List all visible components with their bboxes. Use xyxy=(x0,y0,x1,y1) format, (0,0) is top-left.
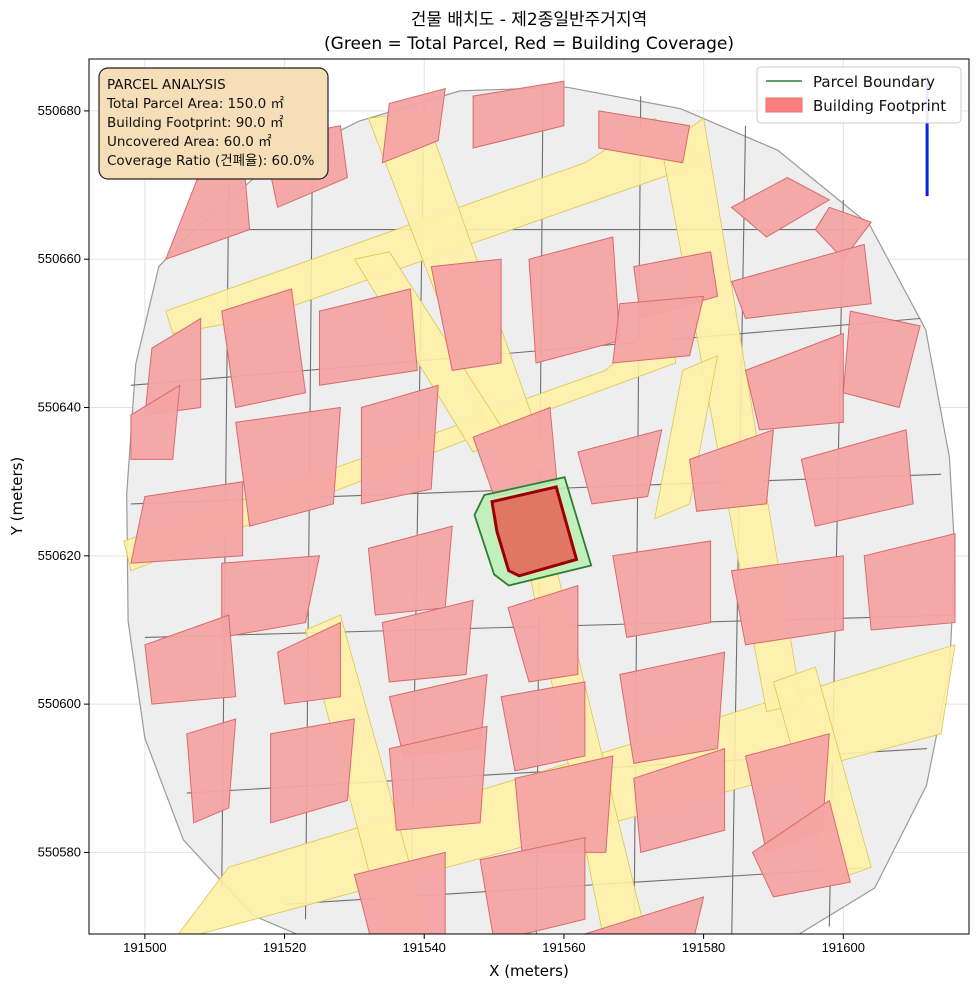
building-footprint xyxy=(612,295,705,364)
building-footprint xyxy=(598,110,691,164)
target-building xyxy=(490,485,579,578)
building-footprint xyxy=(130,481,244,564)
building-footprint xyxy=(430,258,502,371)
y-tick-label: 550580 xyxy=(38,844,81,859)
x-tick-label: 191520 xyxy=(263,940,306,955)
legend-label-building-footprint: Building Footprint xyxy=(813,97,946,115)
x-axis-label: X (meters) xyxy=(489,962,569,980)
building-footprint xyxy=(479,836,586,934)
building-footprint xyxy=(751,799,851,898)
x-tick-label: 191580 xyxy=(682,940,725,955)
building-footprint xyxy=(360,384,439,505)
info-box-title: PARCEL ANALYSIS xyxy=(107,77,226,93)
info-total-area: Total Parcel Area: 150.0 ㎡ xyxy=(106,96,284,112)
building-footprint xyxy=(144,317,202,416)
building-footprint xyxy=(319,288,418,386)
building-footprint xyxy=(235,406,341,527)
y-tick-label: 550680 xyxy=(38,103,81,118)
building-footprint xyxy=(863,532,956,631)
chart-subtitle: (Green = Total Parcel, Red = Building Co… xyxy=(324,34,734,54)
info-coverage-ratio: Coverage Ratio (건폐율): 60.0% xyxy=(107,153,315,169)
building-footprint xyxy=(353,851,446,934)
building-footprint xyxy=(472,80,565,149)
legend: Parcel Boundary Building Footprint xyxy=(756,66,962,124)
building-footprint xyxy=(507,584,579,683)
y-tick-label: 550600 xyxy=(38,696,81,711)
y-tick-label: 550620 xyxy=(38,548,81,563)
info-box-background xyxy=(98,67,329,180)
building-footprint xyxy=(130,384,181,460)
x-tick-label: 191560 xyxy=(542,940,585,955)
legend-swatch-building-footprint xyxy=(765,97,803,113)
info-uncovered-area: Uncovered Area: 60.0 ㎡ xyxy=(107,134,272,150)
y-tick-label: 550660 xyxy=(38,251,81,266)
building-footprint xyxy=(381,599,474,683)
building-footprint xyxy=(584,896,705,934)
building-footprint xyxy=(730,555,844,646)
building-footprint xyxy=(381,88,446,164)
building-footprint xyxy=(619,651,726,764)
building-footprint xyxy=(730,243,872,320)
building-footprint xyxy=(528,236,621,364)
x-ticks: 191500 191520 191540 191560 191580 191600 xyxy=(123,934,865,955)
y-axis-label: Y (meters) xyxy=(8,457,26,537)
building-footprint xyxy=(633,747,726,854)
building-footprint xyxy=(730,177,831,238)
building-footprint xyxy=(842,310,921,409)
y-ticks: 550580 550600 550620 550640 550660 550680 xyxy=(38,103,89,859)
x-tick-label: 191500 xyxy=(123,940,166,955)
building-footprint xyxy=(800,429,914,527)
legend-label-parcel-boundary: Parcel Boundary xyxy=(813,73,935,91)
info-building-footprint: Building Footprint: 90.0 ㎡ xyxy=(107,115,284,131)
chart-title: 건물 배치도 - 제2종일반주거지역 xyxy=(411,10,647,30)
x-tick-label: 191540 xyxy=(403,940,446,955)
building-footprint xyxy=(277,621,341,705)
lot-line xyxy=(633,96,642,934)
building-footprint xyxy=(388,725,488,831)
building-footprint xyxy=(514,755,614,853)
building-footprint xyxy=(744,332,844,431)
building-footprint xyxy=(270,718,355,824)
x-tick-label: 191600 xyxy=(822,940,865,955)
buildings xyxy=(130,80,956,934)
building-footprint xyxy=(144,614,237,705)
building-footprint xyxy=(612,540,712,638)
building-footprint xyxy=(500,681,586,772)
building-footprint xyxy=(186,718,237,824)
building-footprint xyxy=(689,429,774,512)
y-tick-label: 550640 xyxy=(38,400,81,415)
road-segment xyxy=(654,354,719,520)
building-footprint xyxy=(577,429,663,505)
building-footprint xyxy=(221,288,307,409)
legend-frame xyxy=(756,66,962,124)
building-footprint xyxy=(221,555,321,638)
axes-frame xyxy=(88,58,970,935)
parcel-analysis-box: PARCEL ANALYSIS Total Parcel Area: 150.0… xyxy=(98,67,329,180)
